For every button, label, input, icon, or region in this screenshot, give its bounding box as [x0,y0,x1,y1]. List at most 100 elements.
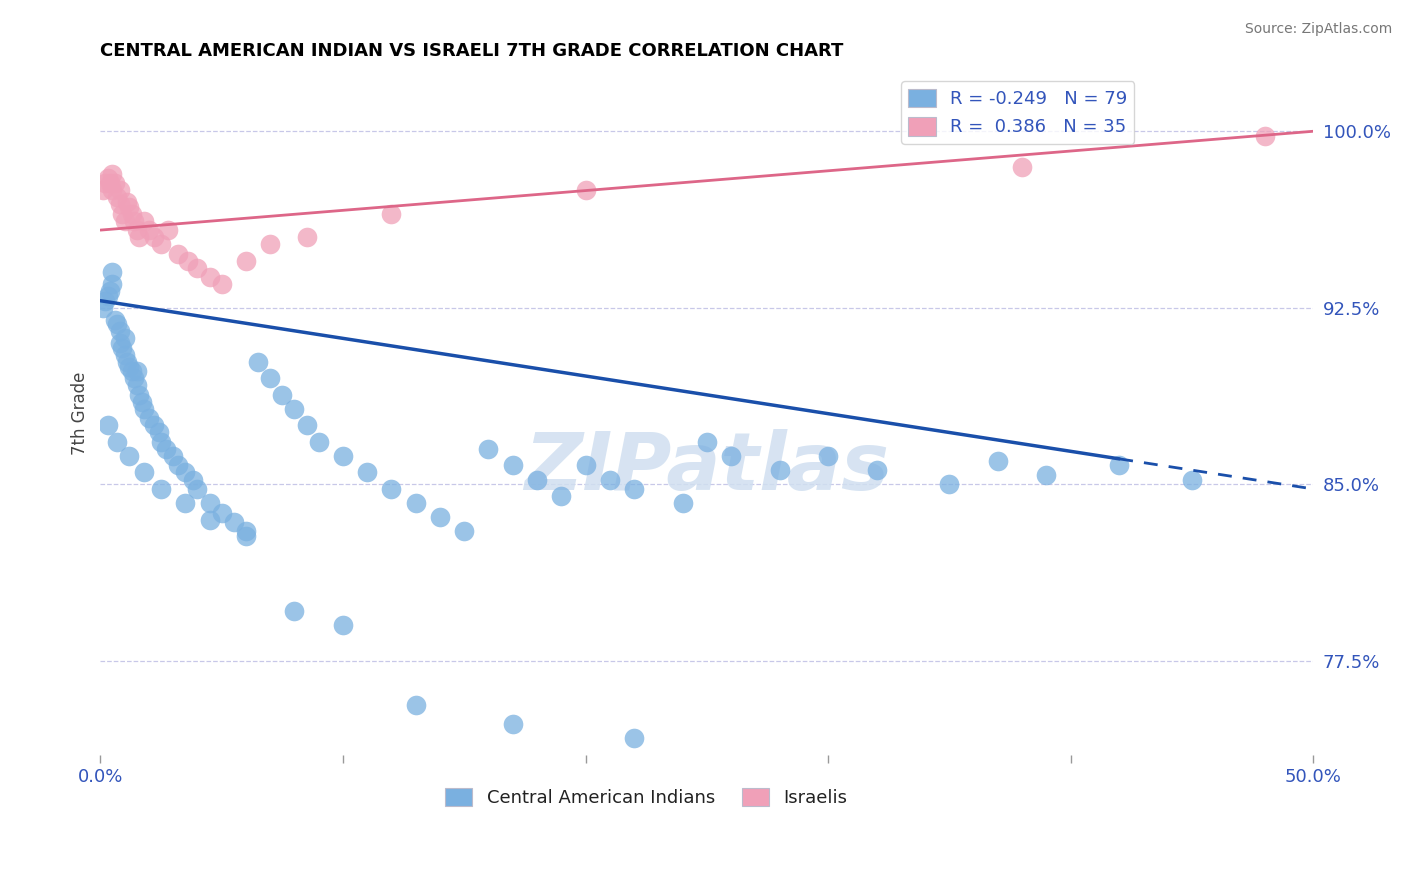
Point [623,731,645,746]
Point [1254,128,1277,143]
Point [121,364,143,378]
Point [599,473,621,487]
Point [174,496,197,510]
Point [1011,160,1033,174]
Point [155,442,177,456]
Point [91,301,114,315]
Point [283,604,305,618]
Point [526,473,548,487]
Point [101,277,124,292]
Point [259,371,281,385]
Point [167,246,190,260]
Point [98,285,121,299]
Point [111,206,134,220]
Point [235,253,257,268]
Point [477,442,499,456]
Point [181,473,204,487]
Legend: Central American Indians, Israelis: Central American Indians, Israelis [437,780,855,814]
Point [167,458,190,473]
Point [150,482,173,496]
Point [453,524,475,539]
Point [176,253,198,268]
Point [550,489,572,503]
Point [128,388,150,402]
Point [132,401,155,416]
Point [111,341,134,355]
Point [198,496,221,510]
Point [162,449,184,463]
Point [405,496,427,510]
Point [115,194,138,209]
Point [128,230,150,244]
Point [148,425,170,440]
Text: ZIPatlas: ZIPatlas [524,429,890,508]
Y-axis label: 7th Grade: 7th Grade [72,372,89,455]
Point [121,206,143,220]
Point [124,371,146,385]
Point [108,183,131,197]
Point [132,213,155,227]
Point [332,449,354,463]
Point [308,434,330,449]
Point [174,466,197,480]
Point [138,223,160,237]
Point [938,477,960,491]
Point [97,171,120,186]
Point [91,183,114,197]
Point [865,463,887,477]
Point [101,183,124,197]
Point [696,434,718,449]
Point [150,237,173,252]
Point [104,312,127,326]
Point [768,463,790,477]
Point [817,449,839,463]
Point [98,176,121,190]
Point [125,223,148,237]
Point [105,434,128,449]
Point [105,317,128,331]
Point [574,458,596,473]
Point [114,348,136,362]
Point [118,449,141,463]
Point [186,482,208,496]
Point [405,698,427,713]
Point [108,324,131,338]
Point [235,524,257,539]
Point [132,466,155,480]
Point [94,176,117,190]
Point [1108,458,1130,473]
Point [283,401,305,416]
Point [720,449,742,463]
Point [118,359,141,374]
Point [1181,473,1204,487]
Text: CENTRAL AMERICAN INDIAN VS ISRAELI 7TH GRADE CORRELATION CHART: CENTRAL AMERICAN INDIAN VS ISRAELI 7TH G… [100,42,844,60]
Point [235,529,257,543]
Point [108,336,131,351]
Point [332,618,354,632]
Point [1035,467,1057,482]
Point [138,411,160,425]
Point [124,213,146,227]
Point [131,395,153,409]
Point [108,197,131,211]
Point [125,378,148,392]
Point [118,200,141,214]
Point [987,454,1010,468]
Point [198,270,221,285]
Point [623,482,645,496]
Point [271,388,294,402]
Point [671,496,693,510]
Text: Source: ZipAtlas.com: Source: ZipAtlas.com [1244,22,1392,37]
Point [222,515,245,529]
Point [150,434,173,449]
Point [429,510,451,524]
Point [97,418,120,433]
Point [198,512,221,526]
Point [295,230,318,244]
Point [97,289,120,303]
Point [356,466,378,480]
Point [114,331,136,345]
Point [114,213,136,227]
Point [211,506,233,520]
Point [115,355,138,369]
